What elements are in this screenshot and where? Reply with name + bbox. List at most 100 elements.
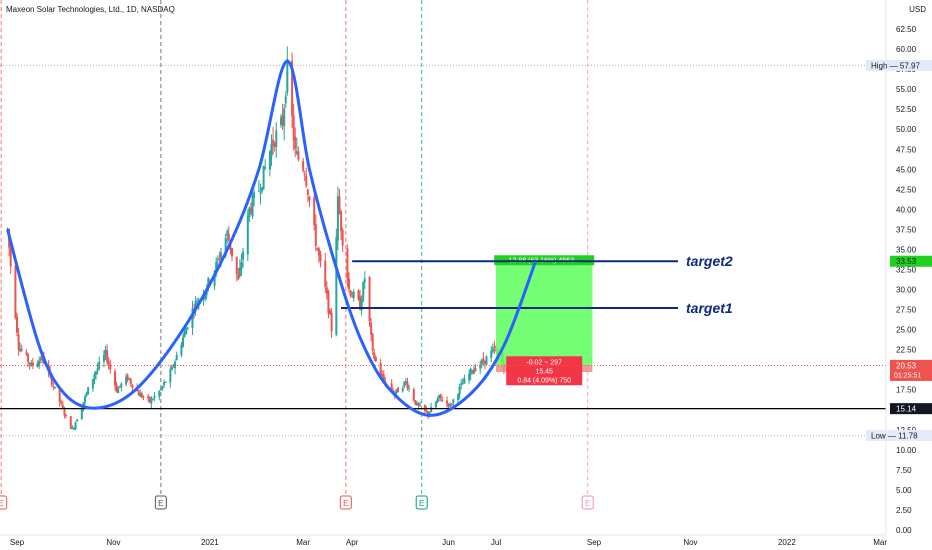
candle-body (16, 316, 18, 333)
candle-body (329, 310, 332, 315)
candle-body (65, 415, 68, 417)
horizontal-levels[interactable] (0, 64, 886, 437)
candle-body (346, 248, 349, 280)
candle-body (480, 360, 483, 365)
candle-body (251, 195, 254, 217)
candle-body (181, 337, 184, 347)
candle-body (352, 291, 355, 299)
low-chip (866, 430, 932, 442)
candle-body (31, 362, 34, 366)
candle-body (412, 389, 415, 401)
candle-body (139, 393, 142, 397)
candle-body (147, 395, 150, 399)
candle-body (87, 387, 90, 395)
cup-arc[interactable] (6, 59, 537, 417)
candle-body (172, 365, 175, 367)
candle-body (449, 403, 452, 406)
candle-body (249, 208, 252, 212)
candle-body (447, 403, 450, 408)
candle-body (164, 381, 167, 383)
candle-body (295, 151, 298, 154)
support-price-tag (890, 403, 932, 415)
candle-body (115, 384, 118, 392)
earnings-marker-letter: E (158, 499, 163, 508)
y-tick-label: 7.50 (896, 466, 912, 475)
drawing-labels: target2 target1 (686, 253, 733, 316)
candle-body (129, 379, 132, 384)
candle-body (261, 187, 264, 192)
candle-body (408, 388, 411, 390)
candle-body (63, 409, 66, 416)
candle-body (163, 382, 166, 386)
candle-body (96, 367, 99, 371)
price-axis[interactable]: 0.002.505.007.5010.0012.5015.0017.5020.0… (885, 0, 917, 535)
candle-body (85, 392, 88, 396)
y-tick-label: 25.00 (896, 326, 917, 335)
candle-body (50, 375, 53, 385)
high-chip-text: High — 57.97 (871, 61, 920, 70)
candle-body (240, 262, 243, 270)
candle-body (218, 259, 221, 261)
countdown-text: 01:25:51 (894, 372, 921, 379)
candle-body (441, 399, 444, 402)
earnings-event-lines (0, 0, 589, 495)
candle-body (104, 349, 107, 355)
candle-body (148, 396, 151, 403)
candle-body (109, 364, 112, 370)
loss-label-line: 15.45 (535, 368, 553, 375)
loss-label-line: -0.02 ~ 297 (526, 359, 562, 366)
candle-body (264, 167, 267, 169)
time-axis[interactable]: Sep Nov 2021 Mar Apr Jun Jul Sep Nov 2022 Mar (0, 534, 887, 547)
candle-body (283, 108, 286, 127)
candle-body (445, 400, 448, 404)
candle-body (262, 165, 265, 190)
candle-body (390, 383, 393, 391)
candle-body (20, 348, 23, 351)
candle-body (238, 267, 241, 277)
candle-body (404, 380, 407, 383)
profit-zone[interactable] (496, 261, 593, 366)
candle-body (336, 196, 339, 241)
candle-body (28, 362, 31, 365)
earnings-marker-gray[interactable] (154, 495, 167, 510)
candle-body (17, 334, 20, 350)
candle-body (161, 386, 164, 389)
candle-body (302, 160, 305, 171)
candle-body (414, 399, 417, 405)
candle-body (219, 252, 222, 259)
candle-body (273, 143, 276, 147)
candle-body (207, 277, 210, 289)
earnings-marker-green[interactable] (415, 495, 428, 510)
candle-body (406, 381, 409, 389)
candle-body (120, 383, 123, 388)
candle-body (235, 256, 238, 275)
low-chip-text: Low — 11.78 (871, 432, 918, 441)
candle-body (69, 416, 72, 429)
candle-body (216, 258, 219, 260)
candle-body (128, 378, 131, 380)
y-tick-label: 30.00 (896, 286, 917, 295)
candle-body (153, 395, 156, 398)
candle-body (395, 389, 398, 394)
earnings-marker-red[interactable] (0, 495, 8, 510)
y-tick-label: 60.00 (896, 45, 917, 54)
candle-body (330, 312, 333, 332)
candle-body (403, 381, 406, 387)
cup-and-handle-drawing[interactable] (6, 59, 537, 417)
y-tick-label: 47.50 (896, 145, 917, 154)
candle-body (306, 189, 309, 196)
earnings-marker-red[interactable] (339, 495, 352, 510)
x-tick-label: Apr (346, 538, 359, 547)
earnings-marker-pink[interactable] (581, 495, 594, 510)
y-tick-label: 5.00 (896, 486, 912, 495)
candle-body (151, 399, 154, 401)
candle-body (482, 358, 485, 363)
candle-body (125, 376, 128, 385)
candle-body (213, 270, 216, 286)
y-tick-label: 22.50 (896, 346, 917, 355)
candle-body (423, 404, 426, 411)
candle-body (253, 192, 256, 198)
candle-body (38, 360, 41, 366)
